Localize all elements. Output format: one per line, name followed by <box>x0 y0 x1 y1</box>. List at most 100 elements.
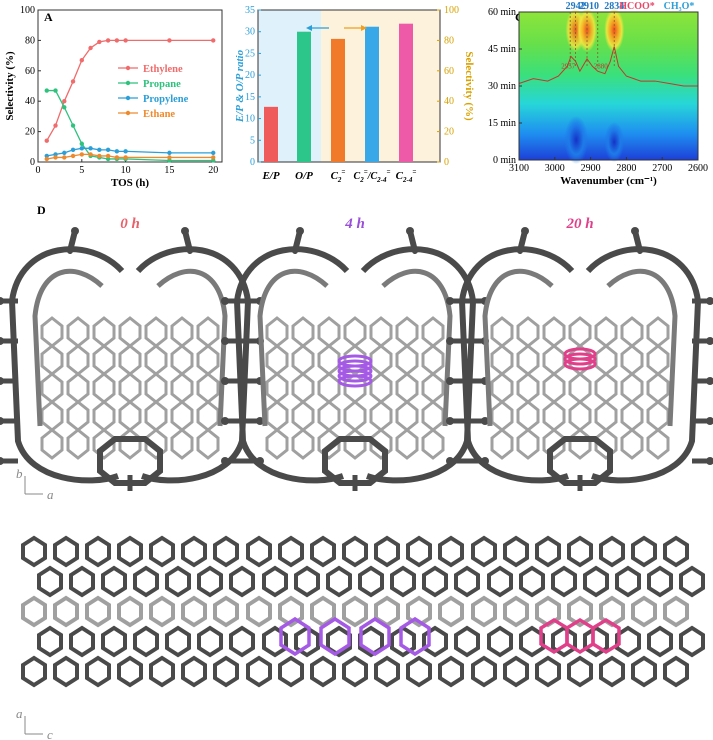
right-y-tick-label: 100 <box>444 5 459 16</box>
category-label: C2-4= <box>396 168 417 184</box>
data-point-propylene <box>88 146 93 151</box>
framework-ring <box>567 655 593 688</box>
lattice-ring <box>265 372 289 404</box>
framework-ring <box>246 655 272 688</box>
lattice-ring <box>542 428 566 460</box>
cage-node <box>446 417 454 425</box>
y-tick-label: 100 <box>20 5 35 16</box>
framework-ring <box>101 565 127 598</box>
lattice-ring <box>421 428 445 460</box>
legend-marker-ethane <box>125 110 131 116</box>
framework-ring <box>69 565 95 598</box>
lattice-ring <box>118 372 142 404</box>
lattice-ring <box>516 400 540 432</box>
cage-node <box>446 377 454 385</box>
x-tick-label: 5 <box>79 165 84 176</box>
lattice-ring <box>369 428 393 460</box>
lattice-ring <box>40 372 64 404</box>
data-point-ethylene <box>123 38 128 43</box>
framework-ring <box>647 565 673 598</box>
data-point-ethylene <box>79 57 85 63</box>
category-label: C2=/C2-4= <box>354 168 391 184</box>
framework-ring <box>503 535 529 568</box>
panel-label-d: D <box>37 203 46 217</box>
legend-marker-ethylene <box>125 65 131 71</box>
framework-ring <box>471 655 497 688</box>
data-point-ethylene <box>88 45 93 51</box>
lattice-ring <box>144 316 168 348</box>
framework-ring <box>454 625 480 658</box>
data-point-propylene <box>70 147 76 153</box>
lattice-ring <box>421 344 445 376</box>
y-tick-label: 60 <box>25 66 35 77</box>
data-point-ethane <box>123 155 128 160</box>
structure-column-0: 0 h <box>0 216 264 688</box>
lattice-ring <box>620 344 644 376</box>
axis-label-horizontal: c <box>47 727 53 740</box>
lattice-ring <box>66 344 90 376</box>
framework-ring <box>438 595 464 628</box>
lattice-ring <box>66 400 90 432</box>
cage-node <box>221 417 229 425</box>
framework-ring <box>278 595 304 628</box>
framework-ring <box>149 655 175 688</box>
lattice-ring <box>594 316 618 348</box>
lattice-ring <box>343 428 367 460</box>
inset-peak-label: 2880 <box>594 62 609 70</box>
framework-ring <box>85 595 111 628</box>
lattice-ring <box>144 428 168 460</box>
lattice-ring <box>369 344 393 376</box>
data-point-propane <box>44 88 49 93</box>
axis-label-vertical: a <box>16 706 23 721</box>
guest-molecule-stack <box>563 357 597 371</box>
right-y-tick-label: 80 <box>444 35 454 46</box>
x-tick-label: 3000 <box>545 163 565 174</box>
framework-ring <box>663 655 689 688</box>
cage-bottom-ring <box>547 436 613 486</box>
framework-ring <box>454 565 480 598</box>
framework-ring <box>631 595 657 628</box>
guest-molecule-stack <box>337 374 373 388</box>
framework-ring <box>551 565 577 598</box>
framework-ring <box>117 655 143 688</box>
framework-ring <box>278 655 304 688</box>
lattice-ring <box>516 372 540 404</box>
lattice-ring <box>395 344 419 376</box>
framework-ring <box>567 535 593 568</box>
data-point-propane <box>105 156 111 162</box>
framework-ring <box>246 535 272 568</box>
lattice-ring <box>317 316 341 348</box>
data-point-ethane <box>70 153 76 159</box>
crystal-axes: ba <box>16 466 54 502</box>
cage-inner-arch <box>606 268 678 427</box>
left-y-tick-label: 20 <box>245 70 255 81</box>
data-point-ethane <box>97 153 102 159</box>
data-point-ethane <box>44 156 49 162</box>
data-point-propane <box>62 105 67 110</box>
axis-label-horizontal: a <box>47 487 54 502</box>
right-y-axis-label: Selectivity (%) <box>463 51 475 121</box>
guest-benzene-ring <box>279 616 311 657</box>
framework-ring <box>631 535 657 568</box>
lattice-ring <box>395 400 419 432</box>
framework-ring <box>294 565 320 598</box>
x-tick-label: 0 <box>36 165 41 176</box>
guest-benzene-ring <box>399 616 431 657</box>
lattice-ring <box>646 400 670 432</box>
data-point-ethylene <box>70 79 76 84</box>
framework-ring <box>374 655 400 688</box>
framework-ring <box>310 535 336 568</box>
cage-node <box>221 297 229 305</box>
cage-inner-arch <box>32 268 104 427</box>
cage-node <box>221 337 229 345</box>
framework-ring <box>583 565 609 598</box>
framework-ring <box>310 655 336 688</box>
data-point-ethane <box>105 153 111 159</box>
framework-ring <box>358 565 384 598</box>
spectrum-trace <box>518 46 698 87</box>
lattice-ring <box>170 316 194 348</box>
left-y-tick-label: 0 <box>250 157 255 168</box>
framework-ring <box>615 625 641 658</box>
framework-ring <box>213 535 239 568</box>
